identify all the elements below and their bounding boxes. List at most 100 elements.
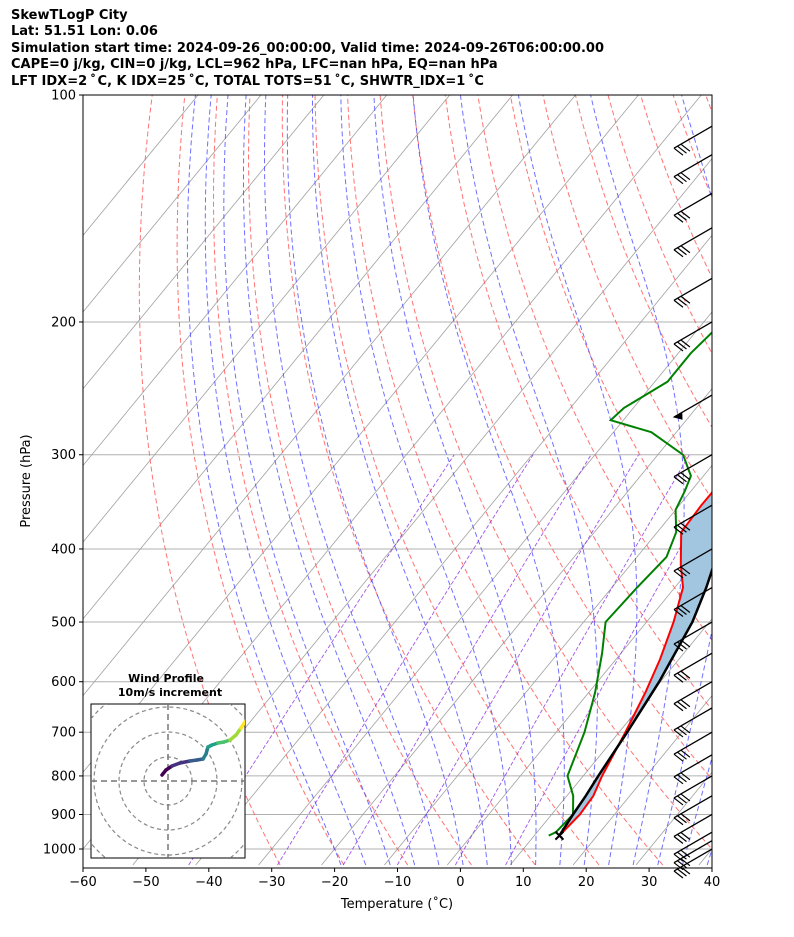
x-tick-label: −30: [258, 875, 285, 890]
barb-flag: [673, 176, 684, 185]
title-line-2: Lat: 51.51 Lon: 0.06: [11, 24, 158, 40]
isotherm: [83, 95, 576, 697]
wind-barb: [673, 504, 713, 535]
y-tick-label: 500: [51, 616, 76, 631]
wind-profile-inset: Wind Profile 10m/s increment: [90, 672, 246, 859]
barb-flag: [677, 795, 687, 804]
x-tick-label: 40: [704, 875, 721, 890]
barb-flag: [677, 297, 687, 306]
isotherm: [83, 95, 388, 467]
barb-staff: [673, 454, 713, 478]
barb-staff: [673, 192, 713, 216]
isotherm: [384, 464, 712, 866]
barb-flag: [677, 247, 687, 256]
title-line-4: CAPE=0 j/kg, CIN=0 j/kg, LCL=962 hPa, LF…: [11, 57, 498, 73]
wind-barb: [673, 454, 713, 485]
barb-flag: [680, 605, 691, 613]
x-tick-label: −60: [69, 875, 96, 890]
isotherm: [446, 541, 712, 866]
barb-flag: [677, 834, 687, 842]
dry-adiabat: [705, 95, 712, 114]
x-tick-label: −20: [321, 875, 348, 890]
wind-barb: [673, 754, 713, 785]
wind-barb: [673, 125, 713, 156]
y-tick-label: 900: [51, 808, 76, 823]
wind-barb: [673, 586, 713, 617]
moist-adiabat: [706, 847, 712, 866]
barb-flag: [677, 524, 687, 533]
isotherm: [572, 694, 712, 866]
moist-adiabat: [732, 95, 794, 865]
dry-adiabat: [574, 95, 712, 429]
barb-flag: [680, 245, 691, 254]
barb-flag: [673, 299, 684, 308]
barb-flag: [677, 607, 687, 615]
surface-marker: [554, 830, 565, 841]
barb-flag: [673, 817, 684, 826]
barb-flag: [680, 749, 691, 758]
barb-flag: [677, 641, 687, 650]
moist-adiabat: [223, 95, 391, 866]
barb-flag: [673, 729, 684, 738]
moist-adiabat: [517, 95, 638, 866]
dry-adiabat: [379, 95, 712, 850]
x-tick-label: −50: [132, 875, 159, 890]
y-tick-label: 300: [51, 448, 76, 463]
x-tick-label: 20: [578, 875, 595, 890]
barb-staff: [673, 321, 713, 345]
barb-flag: [680, 522, 691, 531]
barb-flag: [677, 145, 687, 154]
barb-flag: [673, 836, 684, 844]
barb-flag: [677, 851, 687, 860]
barb-staff: [673, 277, 713, 301]
isotherm: [83, 95, 450, 543]
barb-flag: [677, 701, 687, 710]
inset-title: Wind Profile: [128, 672, 204, 685]
barb-flag: [680, 472, 691, 481]
dry-adiabat: [412, 95, 712, 781]
barb-flag: [673, 343, 684, 352]
barb-flag: [673, 674, 684, 683]
barb-flag: [673, 147, 684, 156]
dry-adiabat: [607, 95, 712, 355]
mixing-ratio-line: [277, 454, 534, 866]
mixing-ratio-line: [505, 490, 712, 866]
x-tick-label: −10: [384, 875, 411, 890]
barb-flag: [677, 568, 687, 577]
y-tick-label: 600: [51, 675, 76, 690]
dry-adiabat: [771, 95, 794, 865]
x-tick-label: 10: [515, 875, 532, 890]
moist-adiabat: [373, 95, 537, 865]
mixing-ratio-line: [455, 454, 690, 866]
barb-flag: [673, 862, 684, 871]
dry-adiabat: [212, 95, 409, 866]
barb-flag: [680, 566, 691, 575]
barb-flag: [680, 639, 691, 648]
y-axis-label: Pressure (hPa): [19, 434, 34, 527]
dry-adiabat: [738, 95, 794, 865]
dry-adiabat: [347, 95, 664, 866]
moist-adiabat: [286, 95, 464, 866]
dry-adiabat: [138, 95, 281, 866]
dry-adiabat: [444, 95, 712, 711]
barb-staff: [673, 586, 713, 611]
moist-adiabat: [340, 95, 512, 866]
moist-adiabat: [264, 95, 440, 866]
barb-staff: [673, 227, 713, 251]
barb-staff: [673, 707, 713, 731]
isotherm: [195, 234, 712, 866]
wind-barb: [673, 840, 713, 871]
y-tick-label: 200: [51, 315, 76, 330]
barb-pennant: [672, 411, 683, 420]
wind-barb: [673, 681, 713, 712]
moist-adiabat: [312, 95, 488, 866]
isotherm: [258, 311, 712, 866]
barb-flag: [673, 476, 684, 485]
mixing-ratio-line: [342, 454, 592, 866]
hodograph-segment: [239, 720, 245, 730]
barb-flag: [673, 526, 684, 535]
shaded-area: [559, 492, 712, 836]
wind-barb: [673, 652, 713, 683]
dry-adiabat: [542, 95, 712, 501]
